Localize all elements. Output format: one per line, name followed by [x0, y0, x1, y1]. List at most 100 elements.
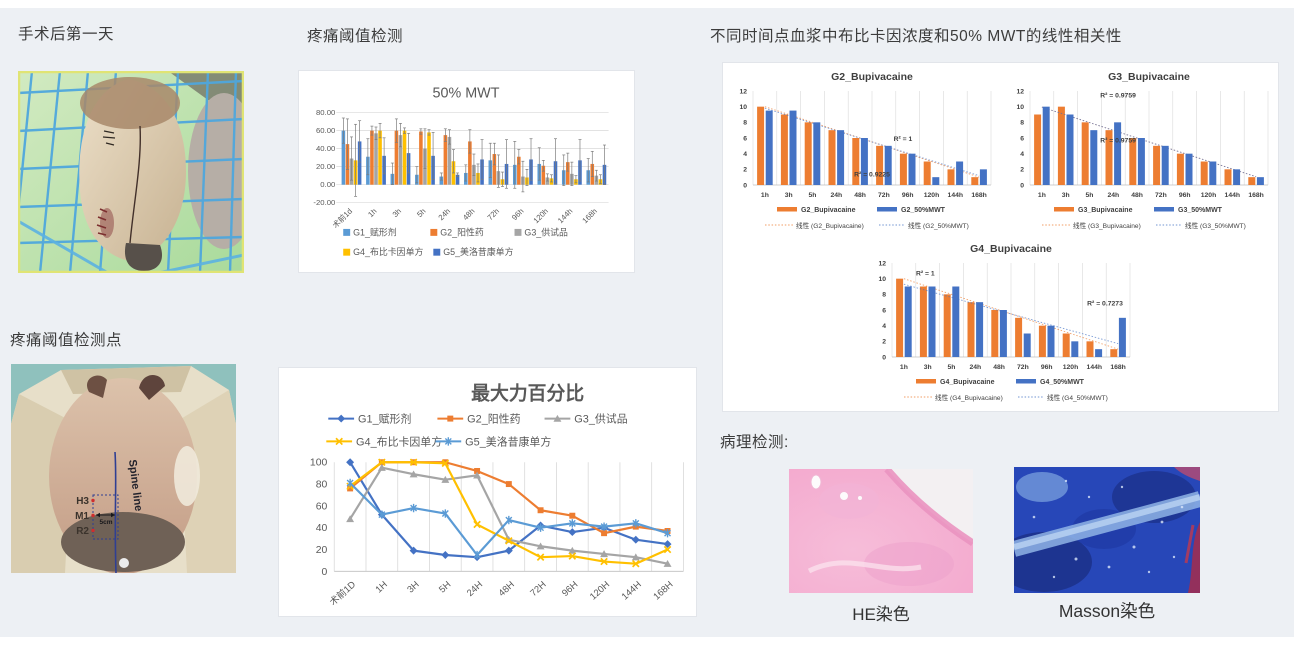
- x-tick-label: 24h: [437, 207, 452, 222]
- marker-x: [409, 458, 418, 467]
- x-tick-label: 120h: [1063, 364, 1079, 371]
- bar: [394, 130, 399, 185]
- bar: [1161, 145, 1169, 185]
- legend-swatch: [514, 228, 522, 236]
- pig-rear-dark: [61, 512, 185, 572]
- bar: [813, 122, 821, 185]
- x-tick-label: 72h: [486, 207, 501, 222]
- marker-triangle: [346, 515, 355, 523]
- maxforce-chart-card: 最大力百分比 100 80 60 40 20 0 术前1D 1H 3H 5H 24H 48H 72H 96H…: [278, 367, 697, 617]
- legend-label: G3_50%MWT: [1178, 207, 1223, 214]
- arrowhead-right: [111, 512, 115, 518]
- bar: [492, 154, 497, 185]
- bar: [468, 141, 472, 185]
- marker-square: [569, 512, 576, 519]
- bar: [860, 138, 868, 185]
- y-tick-label: 80.00: [316, 108, 335, 117]
- marker-diamond: [346, 458, 355, 467]
- legend-label: G2_50%MWT: [901, 207, 946, 214]
- y-tick-label: 40.00: [316, 144, 335, 153]
- x-tick-label: 5h: [948, 364, 956, 371]
- suture-area: [100, 208, 114, 238]
- chart-title: G2_Bupivacaine: [831, 71, 913, 83]
- heading-pathology: 病理检测:: [720, 434, 789, 451]
- x-tick-label: 48h: [1131, 192, 1143, 199]
- y-tick-label: 40: [316, 523, 328, 534]
- label-r2: R2: [76, 526, 89, 537]
- bar: [1086, 341, 1094, 357]
- marker-star: [505, 515, 513, 525]
- legend-label: G4_50%MWT: [1040, 379, 1085, 386]
- red-edge: [1188, 522, 1200, 593]
- y-tick-label: 12: [878, 260, 886, 267]
- bar: [1066, 114, 1074, 185]
- skin-marking: [102, 130, 116, 146]
- x-tick-label: 1h: [366, 207, 378, 219]
- x-tick-label: 144H: [619, 578, 643, 601]
- marker-square: [474, 467, 481, 474]
- x-tick-label: 3h: [924, 364, 932, 371]
- x-tick-label: 5h: [1086, 192, 1094, 199]
- x-tick-label: 48h: [854, 192, 866, 199]
- legend-label: G1_赋形剂: [358, 412, 411, 426]
- marker-star: [632, 519, 640, 528]
- marker-diamond: [631, 535, 640, 544]
- bar: [1200, 161, 1208, 185]
- marker-diamond: [568, 528, 577, 537]
- marker-x: [505, 537, 513, 545]
- bar: [919, 286, 927, 357]
- legend-label: G4_布比卡因单方: [356, 434, 442, 448]
- x-tick-label: 24h: [1107, 192, 1119, 199]
- tissue-edge: [884, 469, 973, 546]
- bar: [1233, 169, 1241, 185]
- legend-label: G1_赋形剂: [353, 226, 397, 237]
- light-patch: [1016, 472, 1068, 502]
- pig-hoof: [124, 243, 163, 271]
- follicle: [857, 495, 863, 501]
- x-tick-label: 72h: [1017, 364, 1029, 371]
- y-tick-label: 2: [882, 339, 886, 346]
- marker-diamond: [663, 540, 672, 549]
- marker-square: [601, 530, 608, 537]
- bar: [1114, 122, 1122, 185]
- bar: [1015, 317, 1023, 357]
- bar: [1105, 130, 1113, 185]
- legend-swatch: [1016, 379, 1036, 384]
- y-tick-label: 0: [743, 182, 747, 189]
- bar: [904, 286, 912, 357]
- bar: [947, 169, 955, 185]
- y-tick-label: 0: [321, 567, 327, 578]
- bar: [1153, 145, 1161, 185]
- trough-right-wall: [179, 390, 236, 573]
- x-tick-label: 72h: [1155, 192, 1167, 199]
- masson-caption: Masson染色: [1058, 601, 1156, 621]
- x-tick-label: 168h: [971, 192, 987, 199]
- x-tick-label: 72H: [528, 578, 548, 598]
- bar: [1248, 177, 1256, 185]
- x-tick-label: 1h: [761, 192, 769, 199]
- chart-title: G4_Bupivacaine: [970, 243, 1052, 255]
- legend-label: G4_Bupivacaine: [940, 379, 995, 386]
- linearity-card: G2_Bupivacaine 12 10 8 6 4 2 0 1h 3h 5h 24h 48h 72h 96…: [722, 62, 1279, 412]
- marker-diamond: [409, 546, 418, 555]
- bar: [1176, 153, 1184, 185]
- marker-triangle: [631, 553, 640, 561]
- x-tick-label: 144h: [948, 192, 964, 199]
- x-tick-label: 5h: [415, 207, 427, 219]
- y-tick-label: 8: [1020, 120, 1024, 127]
- x-tick-label: 120H: [587, 578, 611, 601]
- x-tick-label: 48h: [993, 364, 1005, 371]
- legend-swatch: [877, 207, 897, 212]
- marker-x: [663, 545, 672, 554]
- legend-label: 线性 (G4_Bupivacaine): [935, 393, 1003, 402]
- bar: [455, 174, 460, 185]
- marker-diamond: [441, 551, 450, 559]
- bar: [1057, 106, 1065, 185]
- tissue-streak: [807, 560, 922, 574]
- legend-swatch: [777, 207, 797, 212]
- y-tick-label: -20.00: [313, 198, 335, 207]
- bar: [1047, 325, 1055, 357]
- point-dot-r2: [91, 528, 95, 533]
- bar: [402, 130, 407, 185]
- y-tick-label: 6: [743, 135, 747, 142]
